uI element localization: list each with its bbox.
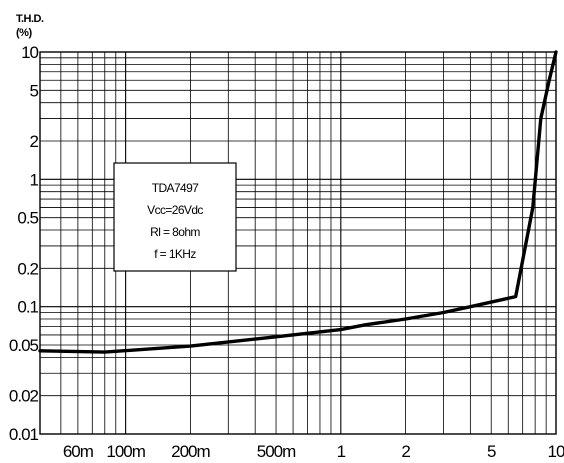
x-tick-label: 100m (106, 442, 145, 461)
x-tick-label: 60m (63, 442, 94, 461)
plot-frame (39, 51, 557, 435)
y-tick-label: 0.5 (17, 209, 38, 228)
x-tick-label: 2 (401, 442, 410, 461)
annotation-box: TDA7497 Vcc=26Vdc Rl = 8ohm f = 1KHz (113, 162, 237, 272)
annotation-line-device: TDA7497 (152, 181, 199, 195)
annotation-line-vcc: Vcc=26Vdc (147, 203, 203, 217)
grid-lines (40, 52, 556, 434)
y-tick-labels: 10 5 2 1 0.5 0.2 0.1 0.05 0.02 0.01 (9, 43, 40, 444)
y-tick-label: 2 (30, 132, 39, 151)
y-tick-label: 5 (30, 81, 39, 100)
x-tick-label: 500m (257, 442, 296, 461)
x-tick-label: 10 (548, 442, 564, 461)
y-tick-label: 0.2 (17, 259, 38, 278)
annotation-line-frequency: f = 1KHz (154, 247, 196, 261)
y-tick-label: 10 (21, 43, 38, 62)
y-axis-label-line2: (%) (16, 27, 32, 39)
y-tick-label: 1 (30, 170, 39, 189)
x-tick-labels: 60m 100m 200m 500m 1 2 5 10 (63, 442, 564, 461)
y-tick-label: 0.02 (9, 387, 39, 406)
annotation-line-load: Rl = 8ohm (150, 225, 200, 239)
x-tick-label: 5 (487, 442, 496, 461)
x-tick-label: 200m (171, 442, 210, 461)
y-tick-label: 0.01 (9, 425, 39, 444)
thd-series-line (38, 50, 558, 354)
x-tick-label: 1 (337, 442, 346, 461)
y-axis-label-line1: T.H.D. (16, 13, 44, 25)
series-layer (38, 50, 558, 354)
y-tick-label: 0.1 (17, 298, 38, 317)
y-tick-label: 0.05 (9, 336, 39, 355)
